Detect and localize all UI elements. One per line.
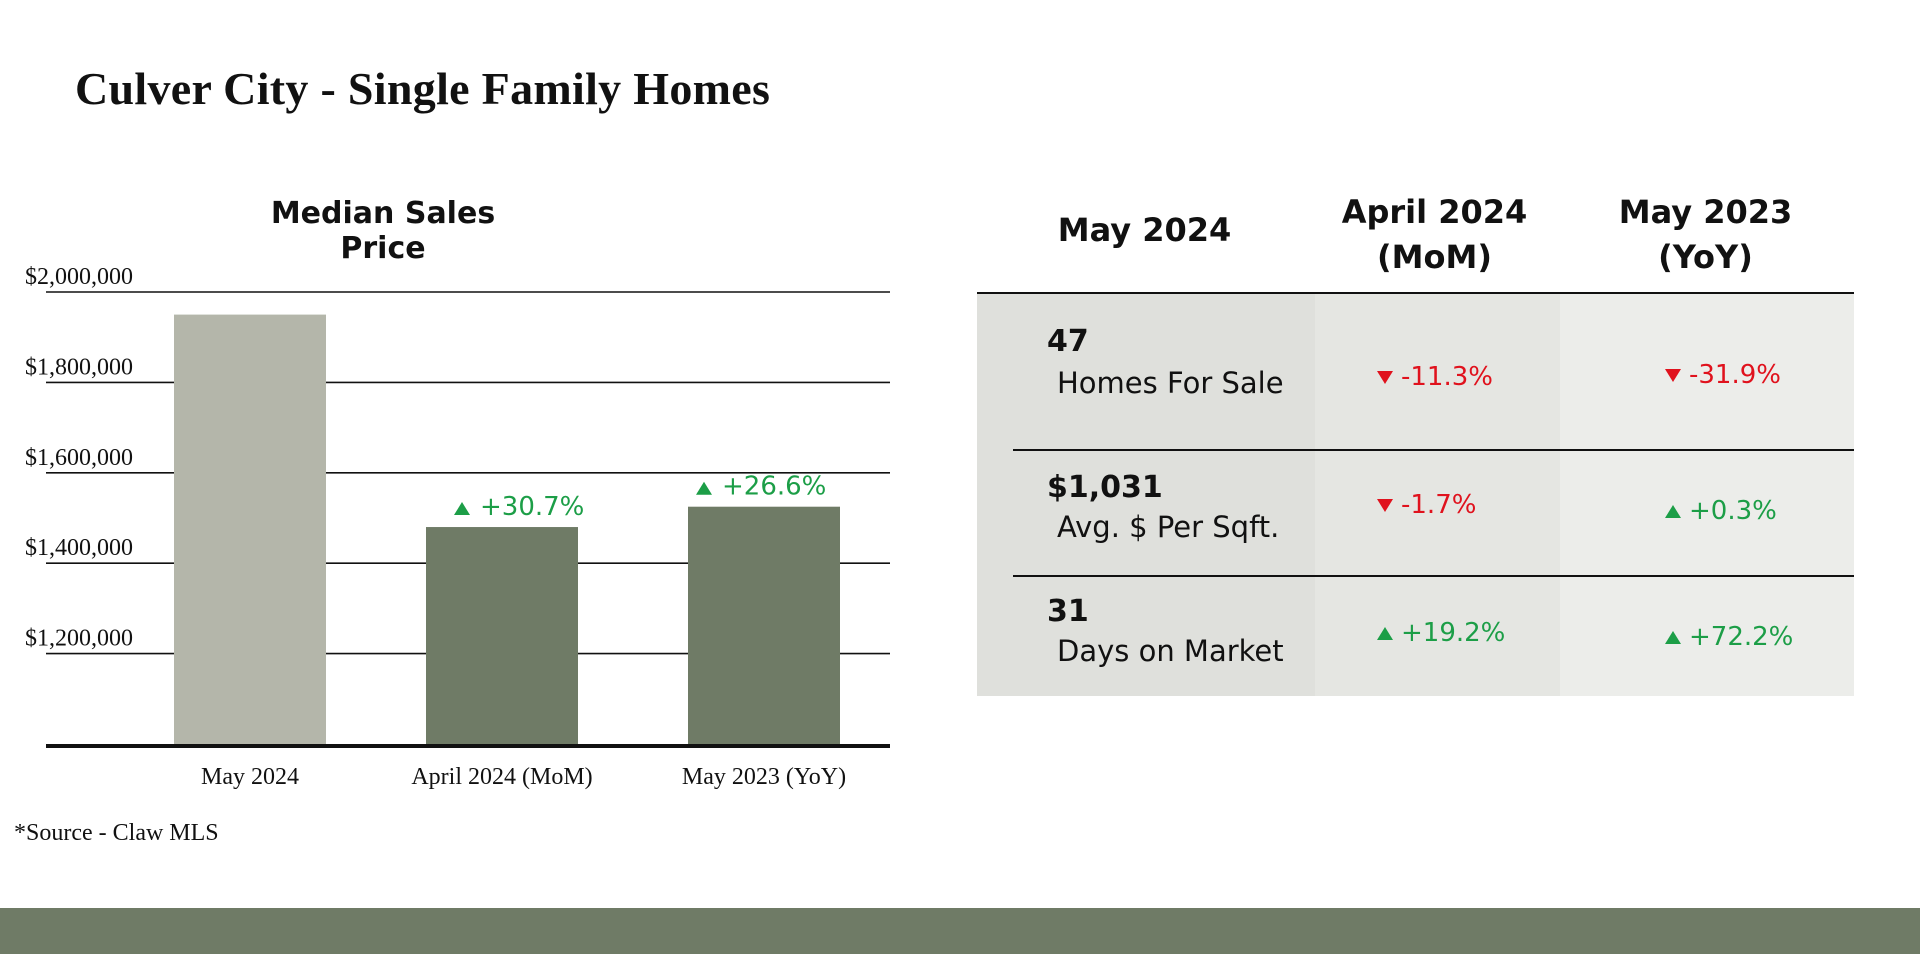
page-title: Culver City - Single Family Homes — [75, 63, 771, 114]
row-divider — [1013, 449, 1854, 451]
up-triangle-icon — [1377, 626, 1393, 640]
header-mom: April 2024 (MoM) — [1341, 193, 1528, 276]
data-label: +26.6% — [722, 472, 826, 502]
y-tick-label: $1,800,000 — [25, 354, 133, 380]
up-triangle-icon — [696, 481, 712, 495]
header-current: May 2024 — [1057, 211, 1232, 249]
mom-change: -1.7% — [1377, 490, 1476, 520]
y-tick-label: $1,400,000 — [25, 535, 133, 561]
up-triangle-icon — [1665, 504, 1681, 518]
change-value: -1.7% — [1401, 490, 1477, 520]
mom-change: +19.2% — [1377, 618, 1505, 648]
footer-band — [0, 908, 1920, 954]
change-value: +0.3% — [1689, 496, 1777, 526]
header-yoy: May 2023 (YoY) — [1618, 193, 1793, 276]
change-value: +72.2% — [1689, 622, 1794, 652]
down-triangle-icon — [1377, 370, 1393, 384]
down-triangle-icon — [1377, 498, 1393, 512]
table-row: $1,031 Avg. $ Per Sqft. -1.7% +0.3% — [977, 450, 1854, 577]
metric-label: Avg. $ Per Sqft. — [1057, 510, 1280, 544]
x-tick-label: May 2024 — [201, 764, 299, 790]
up-triangle-icon — [454, 502, 470, 516]
table-row: 31 Days on Market +19.2% +72.2% — [977, 576, 1854, 696]
bar — [426, 527, 578, 744]
mom-change: -11.3% — [1377, 362, 1493, 392]
header-divider — [977, 292, 1854, 294]
yoy-change: +0.3% — [1665, 496, 1777, 526]
row-divider — [1013, 575, 1854, 577]
yoy-change: +72.2% — [1665, 622, 1793, 652]
table-row: 47 Homes For Sale -11.3% -31.9% — [977, 294, 1854, 451]
down-triangle-icon — [1665, 368, 1681, 382]
source-note: *Source - Claw MLS — [14, 820, 219, 846]
table-header: May 2024 April 2024 (MoM) May 2023 (YoY) — [977, 180, 1854, 294]
bar — [688, 506, 840, 744]
change-value: +19.2% — [1401, 618, 1506, 648]
change-value: -11.3% — [1401, 362, 1493, 392]
metric-label: Days on Market — [1057, 634, 1284, 668]
median-sales-price-chart: $2,000,000 $1,800,000 $1,600,000 $1,400,000… — [25, 264, 890, 790]
metric-value: 31 — [1047, 594, 1089, 629]
y-tick-label: $1,200,000 — [25, 626, 133, 652]
up-triangle-icon — [1665, 630, 1681, 644]
table-body: 47 Homes For Sale -11.3% -31.9% $1,031 Avg. $… — [977, 294, 1854, 696]
x-tick-label: May 2023 (YoY) — [682, 764, 846, 790]
x-tick-label: April 2024 (MoM) — [411, 764, 592, 790]
metrics-table: May 2024 April 2024 (MoM) May 2023 (YoY)… — [977, 180, 1854, 696]
yoy-change: -31.9% — [1665, 360, 1781, 390]
y-tick-label: $2,000,000 — [25, 264, 133, 290]
bar — [174, 314, 326, 744]
data-label: +30.7% — [480, 492, 584, 522]
chart-title: Median Sales Price — [270, 196, 496, 266]
metric-value: $1,031 — [1047, 470, 1163, 505]
change-value: -31.9% — [1689, 360, 1781, 390]
y-tick-label: $1,600,000 — [25, 445, 133, 471]
metric-label: Homes For Sale — [1057, 366, 1284, 400]
metric-value: 47 — [1047, 324, 1089, 359]
